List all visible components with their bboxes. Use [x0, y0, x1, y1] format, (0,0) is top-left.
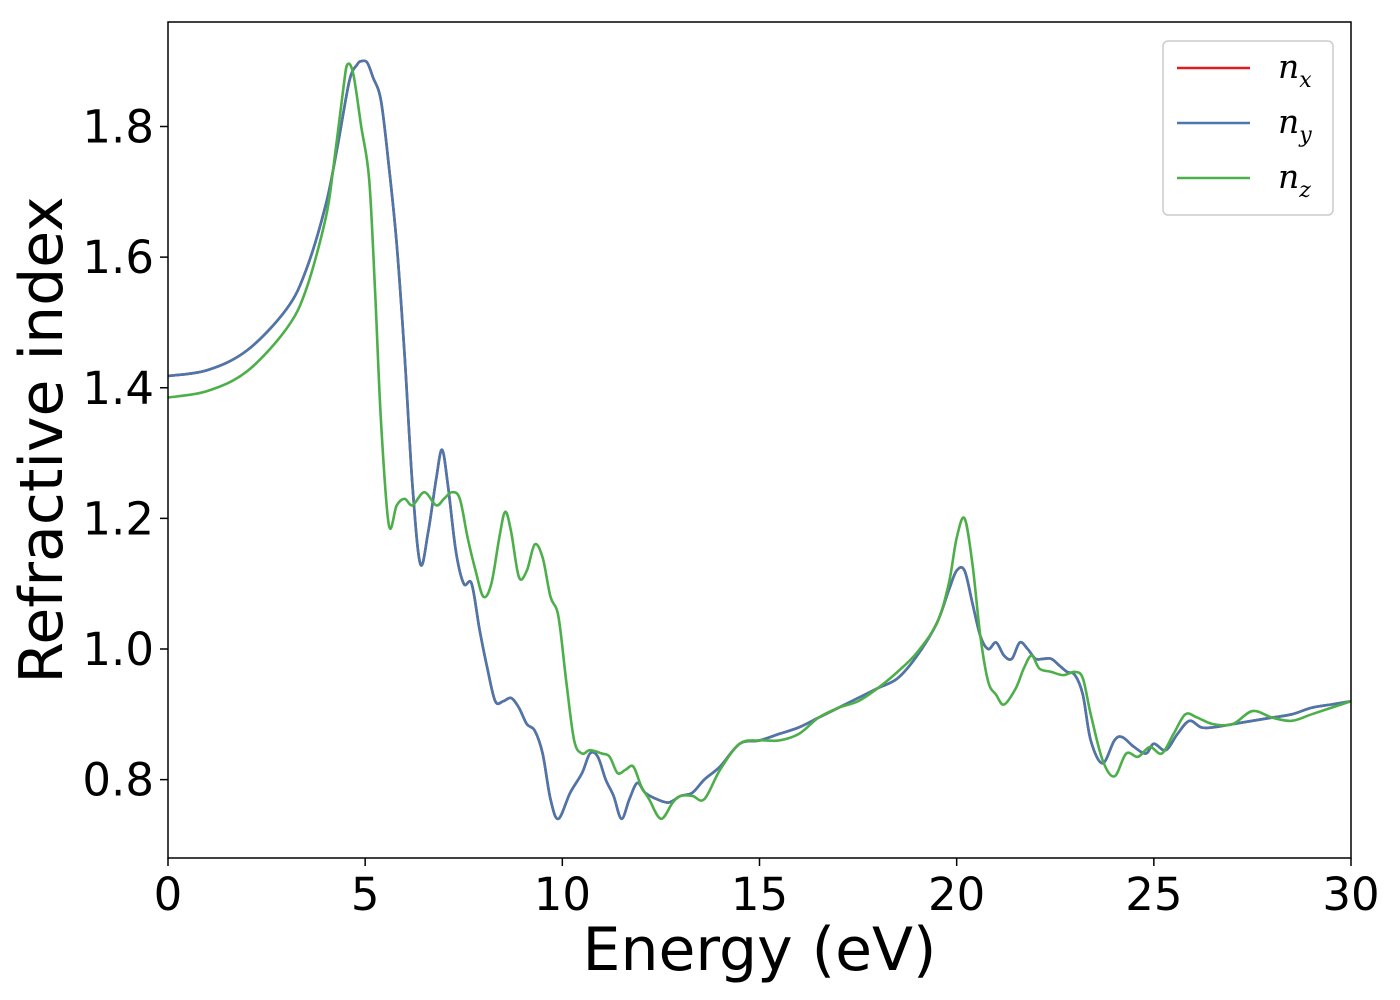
legend-label-z: nz [1278, 157, 1311, 203]
y-tick-label: 1.8 [82, 101, 154, 154]
x-tick-label: 5 [351, 868, 380, 921]
y-tick-label: 1.6 [82, 231, 154, 284]
x-axis-title: Energy (eV) [583, 915, 937, 985]
y-tick-label: 0.8 [82, 754, 154, 807]
series-layer [168, 59, 1351, 821]
series-line-z [168, 62, 1351, 821]
y-tick-label: 1.2 [82, 492, 154, 545]
x-tick-label: 20 [928, 868, 985, 921]
legend-label-y: ny [1278, 102, 1312, 148]
x-axis: 0 5 10 15 20 25 30 [154, 858, 1380, 921]
y-axis: 0.8 1.0 1.2 1.4 1.6 1.8 [82, 101, 168, 807]
x-tick-label: 10 [534, 868, 591, 921]
legend-label-x: nx [1278, 47, 1312, 93]
legend-box [1162, 40, 1334, 216]
x-tick-label: 25 [1125, 868, 1182, 921]
y-tick-label: 1.4 [82, 362, 154, 415]
legend: nx ny nz [1162, 40, 1334, 216]
series-line-y [168, 59, 1351, 821]
x-tick-label: 30 [1322, 868, 1379, 921]
x-tick-label: 0 [154, 868, 183, 921]
y-tick-label: 1.0 [82, 623, 154, 676]
y-axis-title: Refractive index [7, 196, 77, 683]
x-tick-label: 15 [731, 868, 788, 921]
